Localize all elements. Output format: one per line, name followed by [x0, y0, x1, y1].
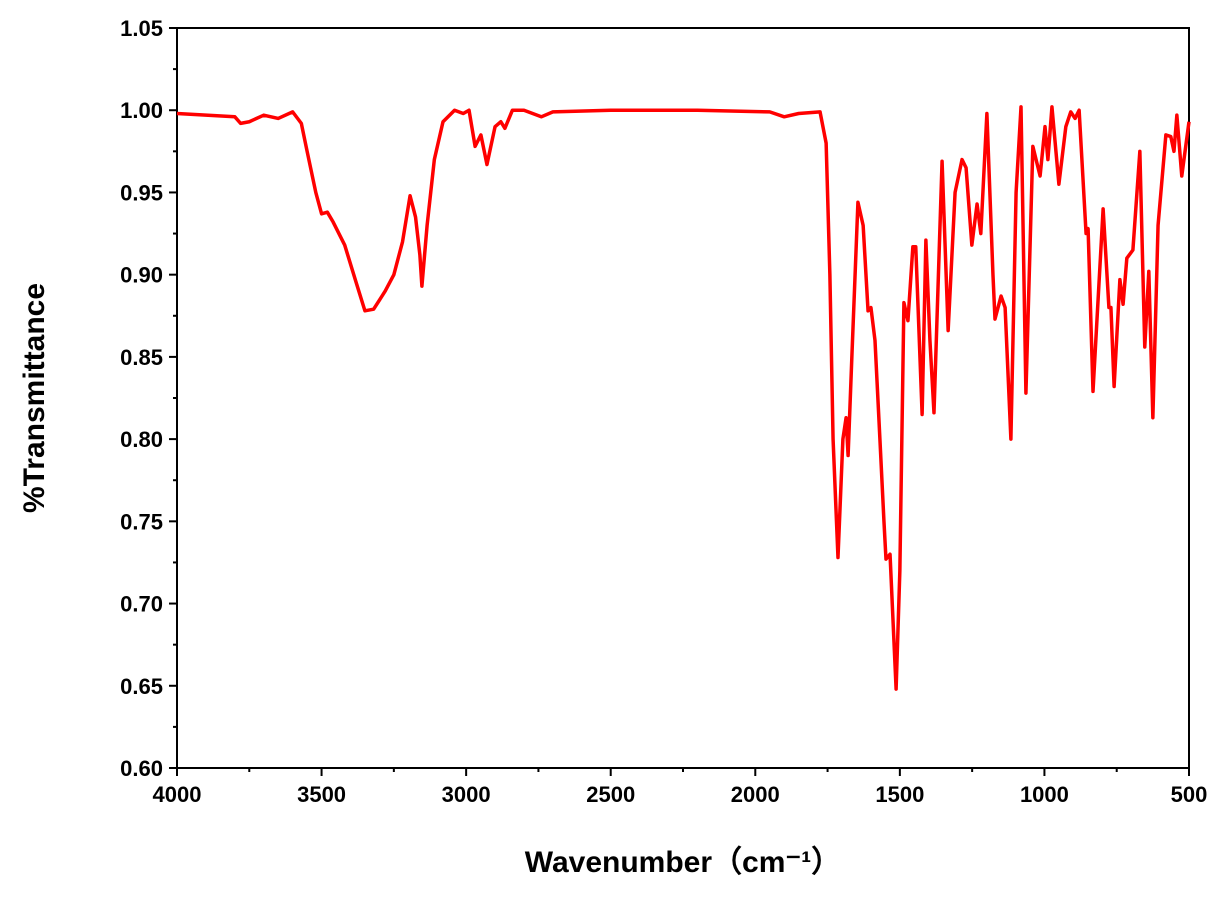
y-tick-label: 1.00 — [120, 98, 163, 123]
plot-frame — [176, 27, 1190, 769]
x-tick-label: 2000 — [731, 782, 780, 807]
y-tick-label: 0.70 — [120, 592, 163, 617]
y-tick-label: 0.95 — [120, 180, 163, 205]
x-tick-label: 3000 — [442, 782, 491, 807]
x-tick-label: 500 — [1171, 782, 1208, 807]
y-tick-label: 0.90 — [120, 263, 163, 288]
x-tick-label: 1500 — [875, 782, 924, 807]
y-tick-label: 0.60 — [120, 756, 163, 781]
y-tick-label: 1.05 — [120, 16, 163, 41]
spectrum-line — [176, 105, 1191, 691]
y-tick-label: 0.80 — [120, 427, 163, 452]
y-axis-label: %Transmittance — [18, 283, 51, 513]
x-axis-label: Wavenumber（cm⁻¹） — [525, 845, 841, 879]
x-tick-label: 3500 — [297, 782, 346, 807]
x-tick-label: 4000 — [153, 782, 202, 807]
y-tick-label: 0.65 — [120, 674, 163, 699]
y-tick-label: 0.85 — [120, 345, 163, 370]
x-tick-label: 1000 — [1020, 782, 1069, 807]
y-tick-label: 0.75 — [120, 509, 163, 534]
x-tick-label: 2500 — [586, 782, 635, 807]
